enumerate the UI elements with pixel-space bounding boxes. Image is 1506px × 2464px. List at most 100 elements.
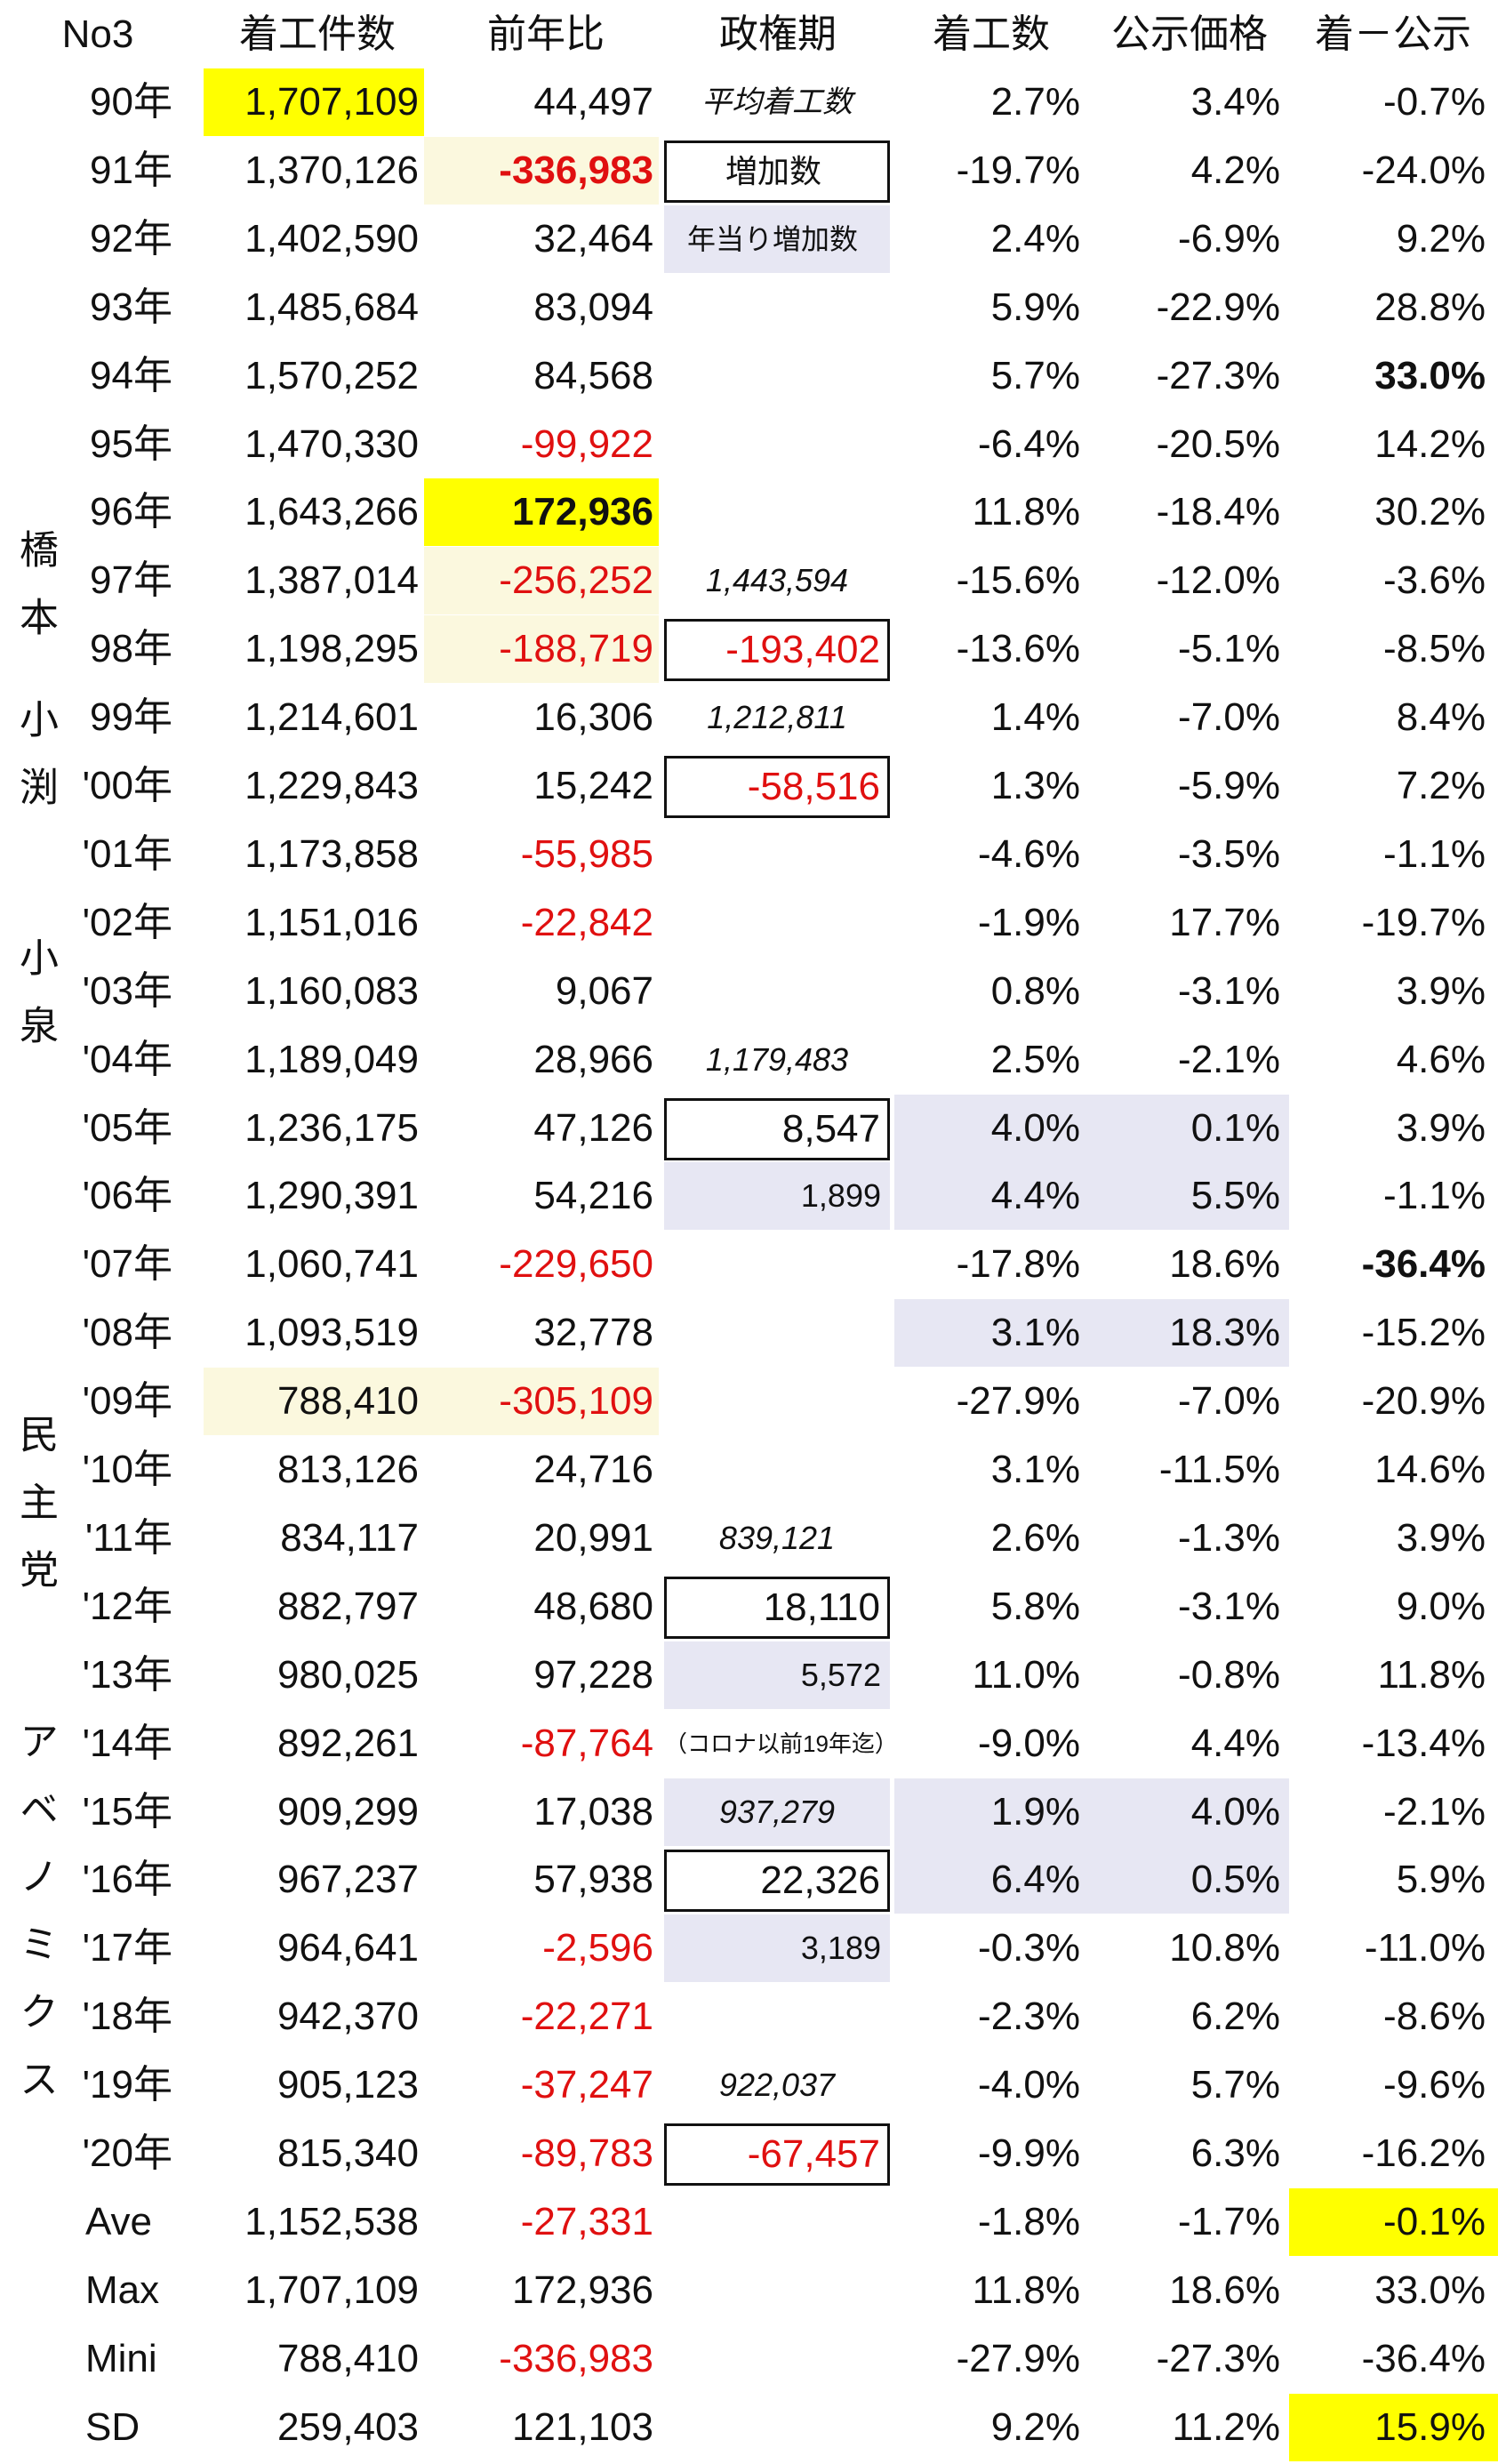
year: 98年 bbox=[90, 627, 172, 671]
difference: 30.2% bbox=[1374, 490, 1486, 534]
land-price: 4.4% bbox=[1190, 1721, 1280, 1765]
side-label: 民主党 bbox=[13, 1414, 57, 1617]
difference: -36.4% bbox=[1361, 2336, 1486, 2380]
period-note: 1,212,811 bbox=[707, 699, 847, 736]
start-rate: 4.4% bbox=[894, 1162, 1085, 1231]
start-rate: -9.9% bbox=[978, 2131, 1080, 2175]
side-label: 小泉 bbox=[13, 937, 57, 1072]
start-count: 967,237 bbox=[276, 1858, 419, 1902]
start-rate: 11.8% bbox=[972, 490, 1081, 534]
column-header: 政権期 bbox=[719, 12, 837, 56]
difference: -9.6% bbox=[1383, 2063, 1486, 2107]
year: '04年 bbox=[82, 1037, 172, 1081]
column-header: 着－公示 bbox=[1315, 12, 1471, 56]
land-price: 5.7% bbox=[1190, 2063, 1280, 2107]
difference: 14.6% bbox=[1374, 1448, 1486, 1491]
yoy-change: 47,126 bbox=[533, 1105, 653, 1150]
year: Max bbox=[85, 2267, 160, 2312]
land-price: -22.9% bbox=[1156, 285, 1280, 329]
yoy-change: 172,936 bbox=[424, 478, 659, 547]
start-count: 1,152,538 bbox=[244, 2199, 419, 2243]
land-price: 0.1% bbox=[1085, 1094, 1289, 1162]
land-price: -20.5% bbox=[1156, 421, 1280, 466]
column-header: 前年比 bbox=[487, 12, 605, 56]
start-rate: 9.2% bbox=[990, 2404, 1080, 2449]
start-count: 1,707,109 bbox=[204, 68, 424, 136]
period-note: 937,279 bbox=[664, 1778, 890, 1846]
yoy-change: 97,228 bbox=[533, 1652, 653, 1697]
year: 99年 bbox=[90, 695, 172, 740]
yoy-change: -87,764 bbox=[520, 1721, 653, 1765]
land-price: -1.7% bbox=[1178, 2199, 1280, 2243]
period-note: -193,402 bbox=[664, 619, 890, 682]
year: '15年 bbox=[82, 1789, 172, 1834]
year: '18年 bbox=[82, 1994, 172, 2039]
start-count: 1,093,519 bbox=[244, 1311, 419, 1355]
start-rate: 11.0% bbox=[972, 1652, 1081, 1697]
land-price: -11.5% bbox=[1158, 1448, 1280, 1491]
land-price: 11.2% bbox=[1172, 2404, 1281, 2449]
start-rate: -6.4% bbox=[978, 421, 1080, 466]
yoy-change: -256,252 bbox=[424, 547, 659, 615]
yoy-change: -37,247 bbox=[520, 2063, 653, 2107]
yoy-change: 32,464 bbox=[533, 216, 653, 261]
start-count: 1,387,014 bbox=[244, 558, 419, 603]
start-count: 788,410 bbox=[204, 1368, 424, 1436]
yoy-change: 32,778 bbox=[533, 1311, 653, 1355]
difference: 14.2% bbox=[1374, 421, 1486, 466]
year: '03年 bbox=[82, 968, 172, 1013]
yoy-change: 15,242 bbox=[533, 764, 653, 807]
year: 97年 bbox=[90, 558, 172, 603]
period-note: 1,899 bbox=[664, 1162, 890, 1231]
land-price: -2.1% bbox=[1178, 1037, 1280, 1081]
difference: -16.2% bbox=[1361, 2131, 1486, 2175]
difference: 9.2% bbox=[1396, 216, 1486, 261]
difference: -1.1% bbox=[1383, 1174, 1486, 1218]
start-count: 1,160,083 bbox=[244, 968, 419, 1013]
start-count: 1,236,175 bbox=[244, 1105, 419, 1150]
period-note: 18,110 bbox=[664, 1576, 890, 1639]
difference: -13.4% bbox=[1361, 1721, 1486, 1765]
yoy-change: -22,271 bbox=[520, 1994, 653, 2039]
period-note: 922,037 bbox=[718, 2067, 836, 2104]
start-rate: 3.1% bbox=[894, 1299, 1085, 1368]
side-label: 橋本 bbox=[13, 529, 57, 664]
start-count: 834,117 bbox=[280, 1515, 419, 1560]
year: 90年 bbox=[90, 80, 172, 124]
difference: -1.1% bbox=[1383, 831, 1486, 876]
year: 91年 bbox=[90, 148, 172, 192]
difference: -8.5% bbox=[1383, 627, 1486, 671]
land-price: 10.8% bbox=[1169, 1926, 1280, 1970]
land-price: 4.0% bbox=[1085, 1778, 1289, 1846]
land-price: -5.1% bbox=[1178, 627, 1280, 671]
yoy-change: -89,783 bbox=[520, 2131, 653, 2175]
start-rate: -0.3% bbox=[978, 1926, 1080, 1970]
land-price: -3.1% bbox=[1178, 1584, 1280, 1628]
yoy-change: -229,650 bbox=[499, 1242, 653, 1287]
start-rate: 2.5% bbox=[990, 1037, 1080, 1081]
period-note: -58,516 bbox=[664, 756, 890, 818]
start-count: 1,060,741 bbox=[244, 1242, 419, 1287]
yoy-change: 20,991 bbox=[533, 1515, 653, 1560]
land-price: 17.7% bbox=[1169, 900, 1280, 944]
start-count: 1,707,109 bbox=[244, 2267, 419, 2312]
start-rate: -17.8% bbox=[956, 1242, 1080, 1287]
start-rate: 2.7% bbox=[990, 80, 1080, 124]
yoy-change: -336,983 bbox=[499, 2336, 653, 2380]
difference: 3.9% bbox=[1396, 1515, 1486, 1560]
land-price: 18.3% bbox=[1085, 1299, 1289, 1368]
yoy-change: 9,067 bbox=[555, 968, 653, 1013]
start-rate: -1.8% bbox=[978, 2199, 1080, 2243]
yoy-change: -2,596 bbox=[542, 1926, 653, 1970]
start-rate: 1.3% bbox=[990, 764, 1080, 807]
start-rate: 2.4% bbox=[990, 216, 1080, 261]
start-count: 1,189,049 bbox=[244, 1037, 419, 1081]
land-price: -5.9% bbox=[1178, 764, 1280, 807]
land-price: 6.2% bbox=[1190, 1994, 1280, 2039]
difference: 5.9% bbox=[1396, 1858, 1486, 1902]
year: '13年 bbox=[82, 1652, 172, 1697]
difference: 9.0% bbox=[1396, 1584, 1486, 1628]
period-note: 1,179,483 bbox=[705, 1040, 849, 1078]
year: '19年 bbox=[82, 2063, 172, 2107]
